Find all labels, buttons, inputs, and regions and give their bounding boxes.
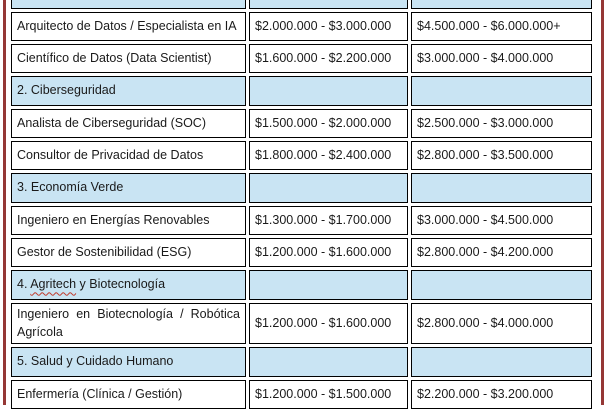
role-cell[interactable]: Ingeniero en Energías Renovables xyxy=(11,206,246,235)
section-row: 2. Ciberseguridad xyxy=(11,76,592,106)
salary-range-1-cell[interactable]: $1.600.000 - $2.200.000 xyxy=(249,44,408,73)
section-empty-cell[interactable] xyxy=(411,0,592,9)
salary-range-1-cell[interactable]: $1.500.000 - $2.000.000 xyxy=(249,109,408,138)
table-container: Arquitecto de Datos / Especialista en IA… xyxy=(8,0,595,412)
section-empty-cell[interactable] xyxy=(249,347,408,377)
section-empty-cell[interactable] xyxy=(411,76,592,106)
table-row: Gestor de Sostenibilidad (ESG) $1.200.000… xyxy=(11,238,592,267)
section-row: 3. Economía Verde xyxy=(11,173,592,203)
salary-range-2-cell[interactable]: $3.000.000 - $4.500.000 xyxy=(411,206,592,235)
page-border-left xyxy=(3,0,6,405)
salary-range-2-cell[interactable]: $2.800.000 - $4.200.000 xyxy=(411,238,592,267)
salary-range-2-cell[interactable]: $4.500.000 - $6.000.000+ xyxy=(411,12,592,41)
role-cell[interactable]: Consultor de Privacidad de Datos xyxy=(11,141,246,170)
role-cell[interactable]: Ingeniero en Biotecnología / Robótica Ag… xyxy=(11,303,246,344)
section-empty-cell[interactable] xyxy=(249,173,408,203)
salary-range-1-cell[interactable]: $1.200.000 - $1.600.000 xyxy=(249,303,408,344)
table-row: Consultor de Privacidad de Datos $1.800.0… xyxy=(11,141,592,170)
salary-range-2-cell[interactable]: $2.500.000 - $3.000.000 xyxy=(411,109,592,138)
section-empty-cell[interactable] xyxy=(249,76,408,106)
section-row: 5. Salud y Cuidado Humano xyxy=(11,347,592,377)
salary-range-1-cell[interactable]: $1.300.000 - $1.700.000 xyxy=(249,206,408,235)
section-empty-cell[interactable] xyxy=(249,0,408,9)
section-empty-cell[interactable] xyxy=(411,173,592,203)
section-empty-cell[interactable] xyxy=(411,270,592,300)
salary-range-2-cell[interactable]: $3.000.000 - $4.000.000 xyxy=(411,44,592,73)
table-body: Arquitecto de Datos / Especialista en IA… xyxy=(11,0,592,409)
table-row: Analista de Ciberseguridad (SOC) $1.500.0… xyxy=(11,109,592,138)
section-label-cell[interactable]: 4. Agritech y Biotecnología xyxy=(11,270,246,300)
spellcheck-word: Agritech xyxy=(30,277,77,292)
table-row: Arquitecto de Datos / Especialista en IA… xyxy=(11,12,592,41)
role-cell[interactable]: Analista de Ciberseguridad (SOC) xyxy=(11,109,246,138)
section-label-cell[interactable]: 3. Economía Verde xyxy=(11,173,246,203)
section-label-cell[interactable]: 2. Ciberseguridad xyxy=(11,76,246,106)
salary-range-2-cell[interactable]: $2.800.000 - $3.500.000 xyxy=(411,141,592,170)
section-label-part: y Biotecnología xyxy=(76,277,166,292)
section-label-part: 4. xyxy=(17,277,31,292)
salary-range-1-cell[interactable]: $1.200.000 - $1.600.000 xyxy=(249,238,408,267)
section-row: 4. Agritech y Biotecnología xyxy=(11,270,592,300)
section-empty-cell[interactable] xyxy=(249,270,408,300)
section-empty-cell[interactable] xyxy=(411,347,592,377)
page-border-right xyxy=(601,0,604,405)
salary-range-1-cell[interactable]: $2.000.000 - $3.000.000 xyxy=(249,12,408,41)
role-cell[interactable]: Arquitecto de Datos / Especialista en IA xyxy=(11,12,246,41)
section-row xyxy=(11,0,592,9)
salary-table: Arquitecto de Datos / Especialista en IA… xyxy=(8,0,595,412)
table-row: Ingeniero en Biotecnología / Robótica Ag… xyxy=(11,303,592,344)
salary-range-2-cell[interactable]: $2.800.000 - $4.000.000 xyxy=(411,303,592,344)
table-row: Enfermería (Clínica / Gestión) $1.200.000… xyxy=(11,380,592,409)
role-cell[interactable]: Científico de Datos (Data Scientist) xyxy=(11,44,246,73)
table-row: Ingeniero en Energías Renovables $1.300.0… xyxy=(11,206,592,235)
role-cell[interactable]: Gestor de Sostenibilidad (ESG) xyxy=(11,238,246,267)
salary-range-1-cell[interactable]: $1.800.000 - $2.400.000 xyxy=(249,141,408,170)
section-label-cell[interactable]: 5. Salud y Cuidado Humano xyxy=(11,347,246,377)
section-label-cell[interactable] xyxy=(11,0,246,9)
salary-range-2-cell[interactable]: $2.200.000 - $3.200.000 xyxy=(411,380,592,409)
salary-range-1-cell[interactable]: $1.200.000 - $1.500.000 xyxy=(249,380,408,409)
table-row: Científico de Datos (Data Scientist) $1.6… xyxy=(11,44,592,73)
